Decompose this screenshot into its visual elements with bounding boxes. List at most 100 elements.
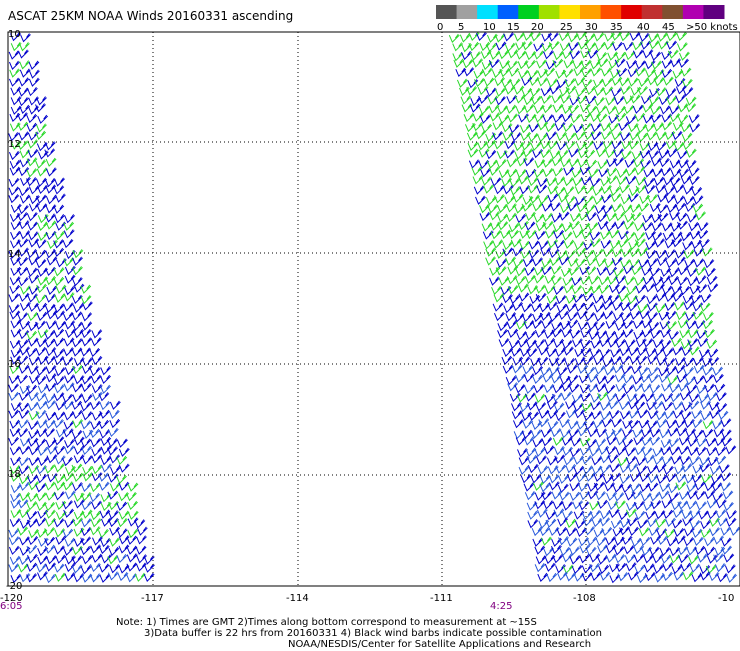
wind-barb	[580, 328, 592, 339]
wind-barb	[467, 141, 479, 151]
wind-barb	[560, 429, 571, 439]
wind-barb	[624, 158, 636, 169]
wind-barb	[545, 518, 557, 528]
wind-barb	[688, 346, 700, 356]
wind-barb	[673, 527, 685, 538]
wind-barb	[143, 572, 155, 583]
wind-barb	[609, 463, 621, 473]
wind-barb	[62, 311, 74, 322]
wind-barb	[674, 465, 686, 475]
wind-barb	[646, 518, 658, 528]
wind-barb	[558, 491, 570, 501]
wind-barb	[552, 436, 564, 446]
wind-barb	[54, 455, 66, 465]
wind-barb	[677, 266, 689, 276]
wind-barb	[671, 565, 683, 575]
wind-barb	[46, 555, 57, 565]
wind-barb	[648, 150, 660, 160]
wind-barb	[641, 428, 652, 438]
wind-barb	[666, 419, 677, 429]
wind-barb	[27, 553, 38, 564]
wind-barb	[571, 168, 583, 178]
wind-barb	[594, 312, 606, 322]
wind-barb	[565, 409, 577, 419]
wind-barb	[594, 42, 606, 52]
wind-barb	[693, 247, 705, 257]
wind-barb	[597, 499, 608, 509]
wind-barb	[565, 303, 577, 313]
wind-barb	[9, 419, 21, 429]
wind-barb	[91, 500, 102, 510]
wind-barb	[487, 204, 499, 214]
wind-barb	[480, 168, 491, 178]
wind-barb	[635, 456, 647, 466]
wind-barb	[590, 410, 602, 420]
wind-barb	[501, 123, 513, 133]
wind-barb	[552, 223, 564, 233]
wind-barb	[648, 366, 659, 376]
wind-barb	[28, 256, 40, 266]
wind-barb	[62, 400, 74, 410]
wind-barb	[630, 212, 642, 222]
wind-barb	[703, 259, 715, 269]
wind-barb	[565, 85, 577, 95]
wind-barb	[100, 366, 112, 376]
wind-barb	[90, 544, 101, 554]
wind-barb	[635, 238, 646, 248]
wind-barb	[8, 391, 20, 402]
wind-barb	[500, 229, 511, 239]
wind-barb	[580, 59, 592, 69]
wind-barb	[601, 194, 612, 204]
wind-barb	[63, 221, 75, 231]
wind-barb	[709, 409, 721, 420]
wind-barb	[27, 474, 38, 484]
wind-barb	[53, 392, 65, 402]
wind-barb	[660, 328, 672, 338]
wind-barb	[26, 501, 38, 511]
wind-barb	[480, 50, 492, 60]
wind-barb	[9, 212, 21, 223]
wind-barb	[590, 284, 602, 294]
wind-barb	[27, 420, 39, 430]
wind-barb	[511, 364, 523, 374]
wind-barb	[553, 508, 565, 518]
wind-barb	[37, 456, 49, 467]
wind-barb	[80, 536, 92, 546]
wind-barb	[36, 167, 48, 177]
wind-barb	[536, 184, 548, 194]
wind-barb	[529, 194, 540, 204]
wind-barb	[590, 131, 602, 141]
wind-barb	[584, 33, 596, 43]
wind-barb	[126, 562, 138, 572]
legend-swatch	[436, 5, 458, 19]
wind-barb	[72, 383, 83, 393]
wind-barb	[64, 320, 76, 330]
wind-barb	[617, 238, 629, 249]
wind-barb	[634, 446, 646, 456]
legend-swatch	[682, 5, 704, 19]
wind-barb	[534, 393, 546, 403]
legend-label: 15	[507, 22, 520, 33]
wind-barb	[661, 382, 672, 392]
wind-barb	[461, 50, 472, 61]
wind-barb	[563, 239, 575, 249]
wind-barb	[661, 121, 673, 131]
wind-barb	[666, 96, 678, 106]
wind-barb	[695, 275, 707, 285]
wind-barb	[10, 348, 22, 358]
wind-barb	[726, 510, 737, 520]
wind-barb	[695, 446, 707, 456]
wind-barb	[575, 473, 587, 483]
wind-barb	[700, 293, 712, 303]
wind-barb	[17, 419, 29, 429]
wind-barb	[679, 51, 690, 61]
wind-barb	[635, 176, 647, 186]
wind-barb	[565, 141, 576, 151]
wind-barb	[63, 420, 75, 430]
wind-barb	[492, 121, 504, 131]
wind-barb	[81, 312, 93, 322]
wind-barb	[54, 545, 65, 555]
wind-barb	[19, 445, 30, 455]
wind-barbs	[8, 31, 740, 584]
wind-barb	[481, 176, 492, 186]
